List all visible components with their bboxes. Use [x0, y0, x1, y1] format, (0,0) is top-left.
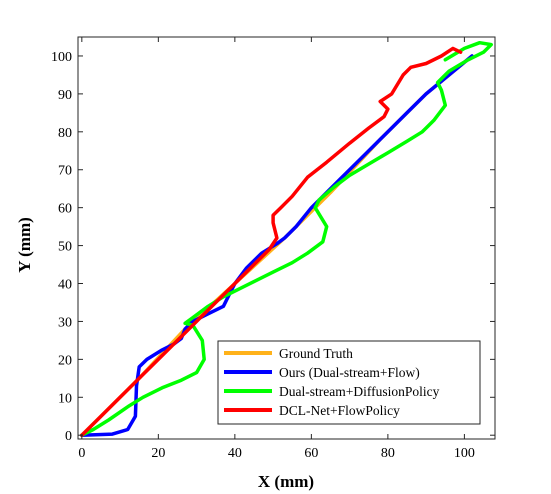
x-tick-label: 100 — [454, 446, 475, 461]
y-tick-label: 80 — [58, 126, 72, 141]
legend-label-2: Ours (Dual-stream+Flow) — [279, 365, 420, 380]
series-line-2 — [80, 54, 474, 437]
y-tick-label: 0 — [65, 429, 72, 444]
series-line-4 — [80, 46, 463, 437]
y-tick-label: 50 — [58, 240, 72, 255]
y-tick-label: 10 — [58, 391, 72, 406]
series-layer — [80, 40, 493, 437]
x-tick-label: 20 — [151, 446, 165, 461]
x-tick-label: 60 — [304, 446, 318, 461]
series-line-3 — [80, 40, 493, 437]
x-axis-label: X (mm) — [258, 472, 314, 491]
y-tick-label: 70 — [58, 164, 72, 179]
x-tick-label: 40 — [228, 446, 242, 461]
y-tick-label: 90 — [58, 88, 72, 103]
y-tick-label: 40 — [58, 278, 72, 293]
ticks-layer: 0 20 40 60 80 100 0 10 20 30 40 50 60 70 80 90 100 — [51, 37, 495, 461]
y-tick-label: 30 — [58, 315, 72, 330]
legend-label-3: Dual-stream+DiffusionPolicy — [279, 384, 440, 399]
x-tick-label: 0 — [78, 446, 85, 461]
x-tick-label: 80 — [381, 446, 395, 461]
y-tick-label: 60 — [58, 202, 72, 217]
y-tick-label: 20 — [58, 353, 72, 368]
y-tick-label: 100 — [51, 50, 72, 65]
legend: Ground Truth Ours (Dual-stream+Flow) Dual-… — [217, 340, 481, 425]
legend-label-4: DCL-Net+FlowPolicy — [279, 403, 400, 418]
y-axis-label: Y (mm) — [15, 217, 34, 273]
legend-label-1: Ground Truth — [279, 346, 353, 361]
plot-frame — [77, 36, 496, 440]
